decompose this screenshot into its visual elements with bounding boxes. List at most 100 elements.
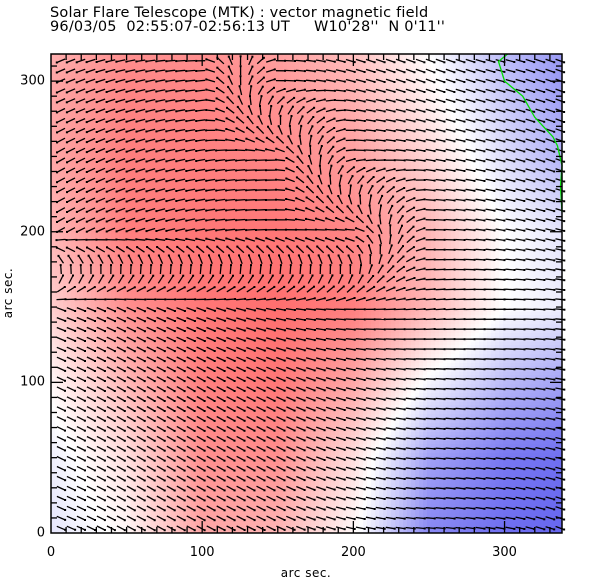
- field-cell: [151, 114, 156, 118]
- field-cell: [175, 147, 180, 151]
- field-cell: [435, 114, 440, 118]
- field-cell: [499, 165, 504, 169]
- field-cell: [127, 123, 132, 127]
- field-cell: [435, 156, 440, 160]
- field-cell: [223, 165, 228, 169]
- field-cell: [195, 105, 200, 109]
- field-cell: [267, 156, 272, 160]
- field-cell: [215, 102, 220, 106]
- field-cell: [471, 87, 476, 91]
- field-cell: [391, 144, 396, 148]
- field-cell: [155, 156, 160, 160]
- field-cell: [271, 63, 276, 67]
- field-cell: [287, 81, 292, 85]
- field-cell: [371, 84, 376, 88]
- field-cell: [503, 93, 508, 97]
- field-cell: [487, 165, 492, 169]
- field-cell: [463, 84, 468, 88]
- field-cell: [331, 57, 336, 61]
- field-cell: [439, 156, 444, 160]
- field-cell: [315, 102, 320, 106]
- field-cell: [495, 123, 500, 127]
- field-cell: [91, 84, 96, 88]
- field-cell: [335, 126, 340, 130]
- field-cell: [531, 156, 536, 160]
- field-cell: [127, 162, 132, 166]
- field-cell: [555, 132, 560, 136]
- field-cell: [439, 162, 444, 166]
- field-cell: [251, 162, 256, 166]
- field-cell: [391, 165, 396, 169]
- field-cell: [455, 132, 460, 136]
- field-cell: [91, 81, 96, 85]
- field-cell: [63, 144, 68, 148]
- field-cell: [463, 153, 468, 157]
- field-cell: [367, 153, 372, 157]
- field-cell: [447, 102, 452, 106]
- field-cell: [79, 123, 84, 127]
- field-cell: [255, 75, 260, 79]
- field-cell: [63, 135, 68, 139]
- field-cell: [527, 84, 532, 88]
- field-cell: [419, 105, 424, 109]
- field-cell: [59, 165, 64, 169]
- field-cell: [363, 96, 368, 100]
- field-cell: [339, 123, 344, 127]
- field-cell: [343, 63, 348, 67]
- field-cell: [255, 96, 260, 100]
- field-cell: [351, 153, 356, 157]
- field-cell: [275, 117, 280, 121]
- field-cell: [79, 153, 84, 157]
- field-cell: [239, 132, 244, 136]
- field-cell: [371, 63, 376, 67]
- field-cell: [207, 93, 212, 97]
- field-cell: [451, 114, 456, 118]
- field-cell: [363, 93, 368, 97]
- field-cell: [267, 132, 272, 136]
- field-cell: [127, 72, 132, 76]
- field-cell: [383, 123, 388, 127]
- field-cell: [279, 63, 284, 67]
- field-cell: [179, 126, 184, 130]
- field-cell: [439, 75, 444, 79]
- field-cell: [87, 66, 92, 70]
- field-cell: [375, 123, 380, 127]
- field-cell: [263, 99, 268, 103]
- field-cell: [315, 126, 320, 130]
- field-cell: [479, 72, 484, 76]
- field-cell: [347, 135, 352, 139]
- field-cell: [295, 93, 300, 97]
- field-cell: [259, 165, 264, 169]
- field-cell: [275, 144, 280, 148]
- field-cell: [347, 123, 352, 127]
- field-cell: [123, 114, 128, 118]
- field-cell: [135, 105, 140, 109]
- field-cell: [171, 96, 176, 100]
- field-cell: [431, 75, 436, 79]
- field-cell: [111, 144, 116, 148]
- field-cell: [207, 135, 212, 139]
- field-cell: [491, 63, 496, 67]
- field-cell: [499, 162, 504, 166]
- field-cell: [171, 132, 176, 136]
- field-cell: [71, 75, 76, 79]
- field-cell: [67, 135, 72, 139]
- field-cell: [391, 114, 396, 118]
- field-cell: [175, 165, 180, 169]
- field-cell: [303, 156, 308, 160]
- field-cell: [195, 96, 200, 100]
- field-cell: [475, 81, 480, 85]
- field-cell: [343, 162, 348, 166]
- field-cell: [139, 63, 144, 67]
- field-cell: [391, 87, 396, 91]
- field-cell: [443, 162, 448, 166]
- field-cell: [383, 105, 388, 109]
- field-cell: [191, 123, 196, 127]
- field-cell: [335, 135, 340, 139]
- field-cell: [195, 123, 200, 127]
- field-cell: [515, 132, 520, 136]
- field-cell: [115, 117, 120, 121]
- field-cell: [539, 96, 544, 100]
- field-cell: [319, 93, 324, 97]
- field-cell: [535, 105, 540, 109]
